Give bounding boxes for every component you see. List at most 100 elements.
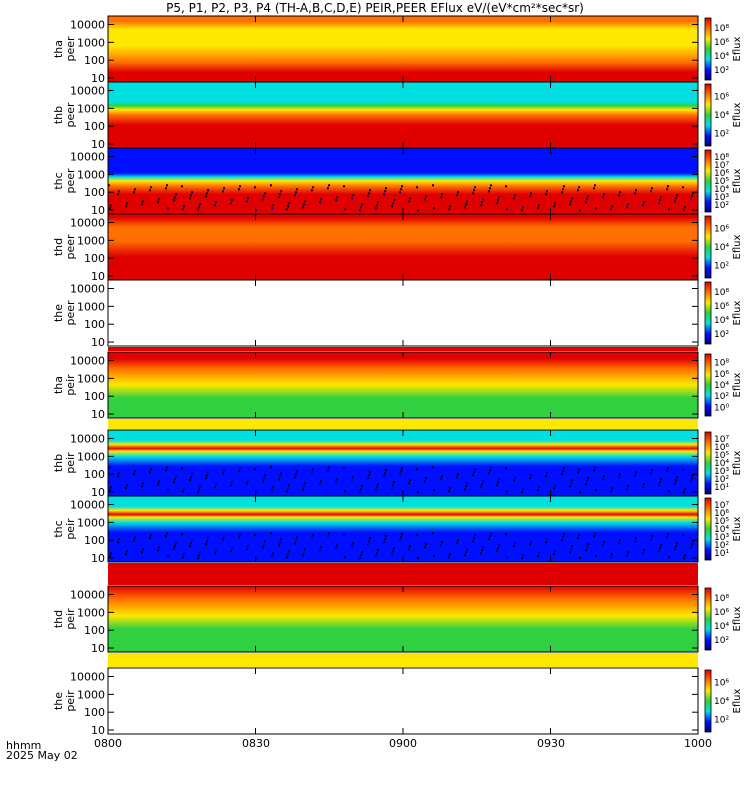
noise-pixel <box>595 489 597 492</box>
noise-pixel <box>480 486 482 489</box>
noise-pixel <box>377 483 379 486</box>
noise-pixel <box>401 467 403 470</box>
noise-pixel <box>399 191 401 194</box>
y-tick-label: 10 <box>91 72 105 85</box>
noise-pixel <box>408 200 410 203</box>
noise-pixel <box>110 486 112 489</box>
noise-pixel <box>270 184 272 187</box>
separator-band <box>108 419 698 429</box>
noise-pixel <box>497 481 499 484</box>
noise-pixel <box>384 190 386 193</box>
date-label: 2025 May 02 <box>6 749 78 762</box>
noise-pixel <box>286 490 288 493</box>
noise-pixel <box>175 541 177 544</box>
colorbar-label: Eflux <box>732 606 743 631</box>
colorbar-tick-label: 10⁴ <box>714 52 729 62</box>
noise-pixel <box>579 209 581 212</box>
noise-pixel <box>183 205 185 208</box>
noise-pixel <box>682 186 684 189</box>
noise-pixel <box>569 551 571 554</box>
noise-pixel <box>361 485 363 488</box>
noise-pixel <box>393 547 395 550</box>
colorbar <box>704 281 712 345</box>
noise-pixel <box>198 488 200 491</box>
noise-pixel <box>496 202 498 205</box>
noise-pixel <box>223 187 225 190</box>
noise-pixel <box>359 209 361 212</box>
noise-pixel <box>400 188 402 191</box>
noise-pixel <box>634 540 636 543</box>
noise-pixel <box>563 185 565 188</box>
noise-pixel <box>391 487 393 490</box>
colorbar-tick-label: 10⁴ <box>714 111 729 121</box>
y-tick-label: 100 <box>84 468 105 481</box>
noise-pixel <box>278 544 280 547</box>
noise-pixel <box>635 471 637 474</box>
noise-pixel <box>594 184 596 187</box>
noise-pixel <box>133 191 135 194</box>
noise-pixel <box>457 191 459 194</box>
noise-pixel <box>369 537 371 540</box>
noise-pixel <box>320 480 322 483</box>
y-tick-label: 10000 <box>70 151 105 164</box>
noise-pixel <box>441 541 443 544</box>
noise-pixel <box>197 209 199 212</box>
noise-pixel <box>473 471 475 474</box>
noise-pixel <box>666 536 668 539</box>
colorbar-label: Eflux <box>732 36 743 61</box>
noise-pixel <box>593 187 595 190</box>
noise-pixel <box>529 195 531 198</box>
noise-pixel <box>635 189 637 192</box>
noise-pixel <box>522 206 524 209</box>
noise-pixel <box>488 190 490 193</box>
y-tick-label: 100 <box>84 54 105 67</box>
noise-pixel <box>303 485 305 488</box>
noise-pixel <box>343 467 345 470</box>
noise-pixel <box>262 198 264 201</box>
colorbar-tick-label: 10⁶ <box>714 678 729 688</box>
noise-pixel <box>223 469 225 472</box>
noise-pixel <box>327 187 329 190</box>
noise-pixel <box>294 542 296 545</box>
colorbar <box>704 431 712 495</box>
noise-pixel <box>383 475 385 478</box>
noise-pixel <box>294 194 296 197</box>
noise-pixel <box>199 203 201 206</box>
noise-pixel <box>553 205 555 208</box>
noise-pixel <box>498 196 500 199</box>
noise-pixel <box>377 201 379 204</box>
noise-pixel <box>108 466 110 469</box>
noise-pixel <box>191 473 193 476</box>
noise-pixel <box>521 209 523 212</box>
noise-pixel <box>254 186 256 189</box>
colorbar-label: Eflux <box>732 168 743 193</box>
noise-pixel <box>433 555 435 558</box>
colorbar-tick-label: 10⁸ <box>714 153 729 163</box>
noise-pixel <box>368 192 370 195</box>
noise-pixel <box>514 476 516 479</box>
noise-pixel <box>109 555 111 558</box>
noise-pixel <box>327 535 329 538</box>
noise-pixel <box>473 537 475 540</box>
colorbar <box>704 149 712 213</box>
colorbar-label: Eflux <box>732 516 743 541</box>
noise-pixel <box>157 549 159 552</box>
noise-pixel <box>149 189 151 192</box>
noise-pixel <box>626 206 628 209</box>
noise-pixel <box>587 477 589 480</box>
noise-pixel <box>375 207 377 210</box>
noise-pixel <box>377 549 379 552</box>
y-tick-label: 100 <box>84 120 105 133</box>
noise-pixel <box>175 193 177 196</box>
colorbar-tick-label: 10⁶ <box>714 92 729 102</box>
noise-pixel <box>286 556 288 559</box>
colorbar-tick-label: 10⁸ <box>714 24 729 34</box>
spectrogram-tha-peir <box>108 352 698 418</box>
noise-pixel <box>529 477 531 480</box>
noise-pixel <box>312 534 314 537</box>
colorbar-tick-label: 10⁶ <box>714 443 729 453</box>
noise-pixel <box>409 479 411 482</box>
colorbar-tick-label: 10⁵ <box>714 517 729 527</box>
noise-pixel <box>579 557 581 560</box>
noise-pixel <box>579 491 581 494</box>
